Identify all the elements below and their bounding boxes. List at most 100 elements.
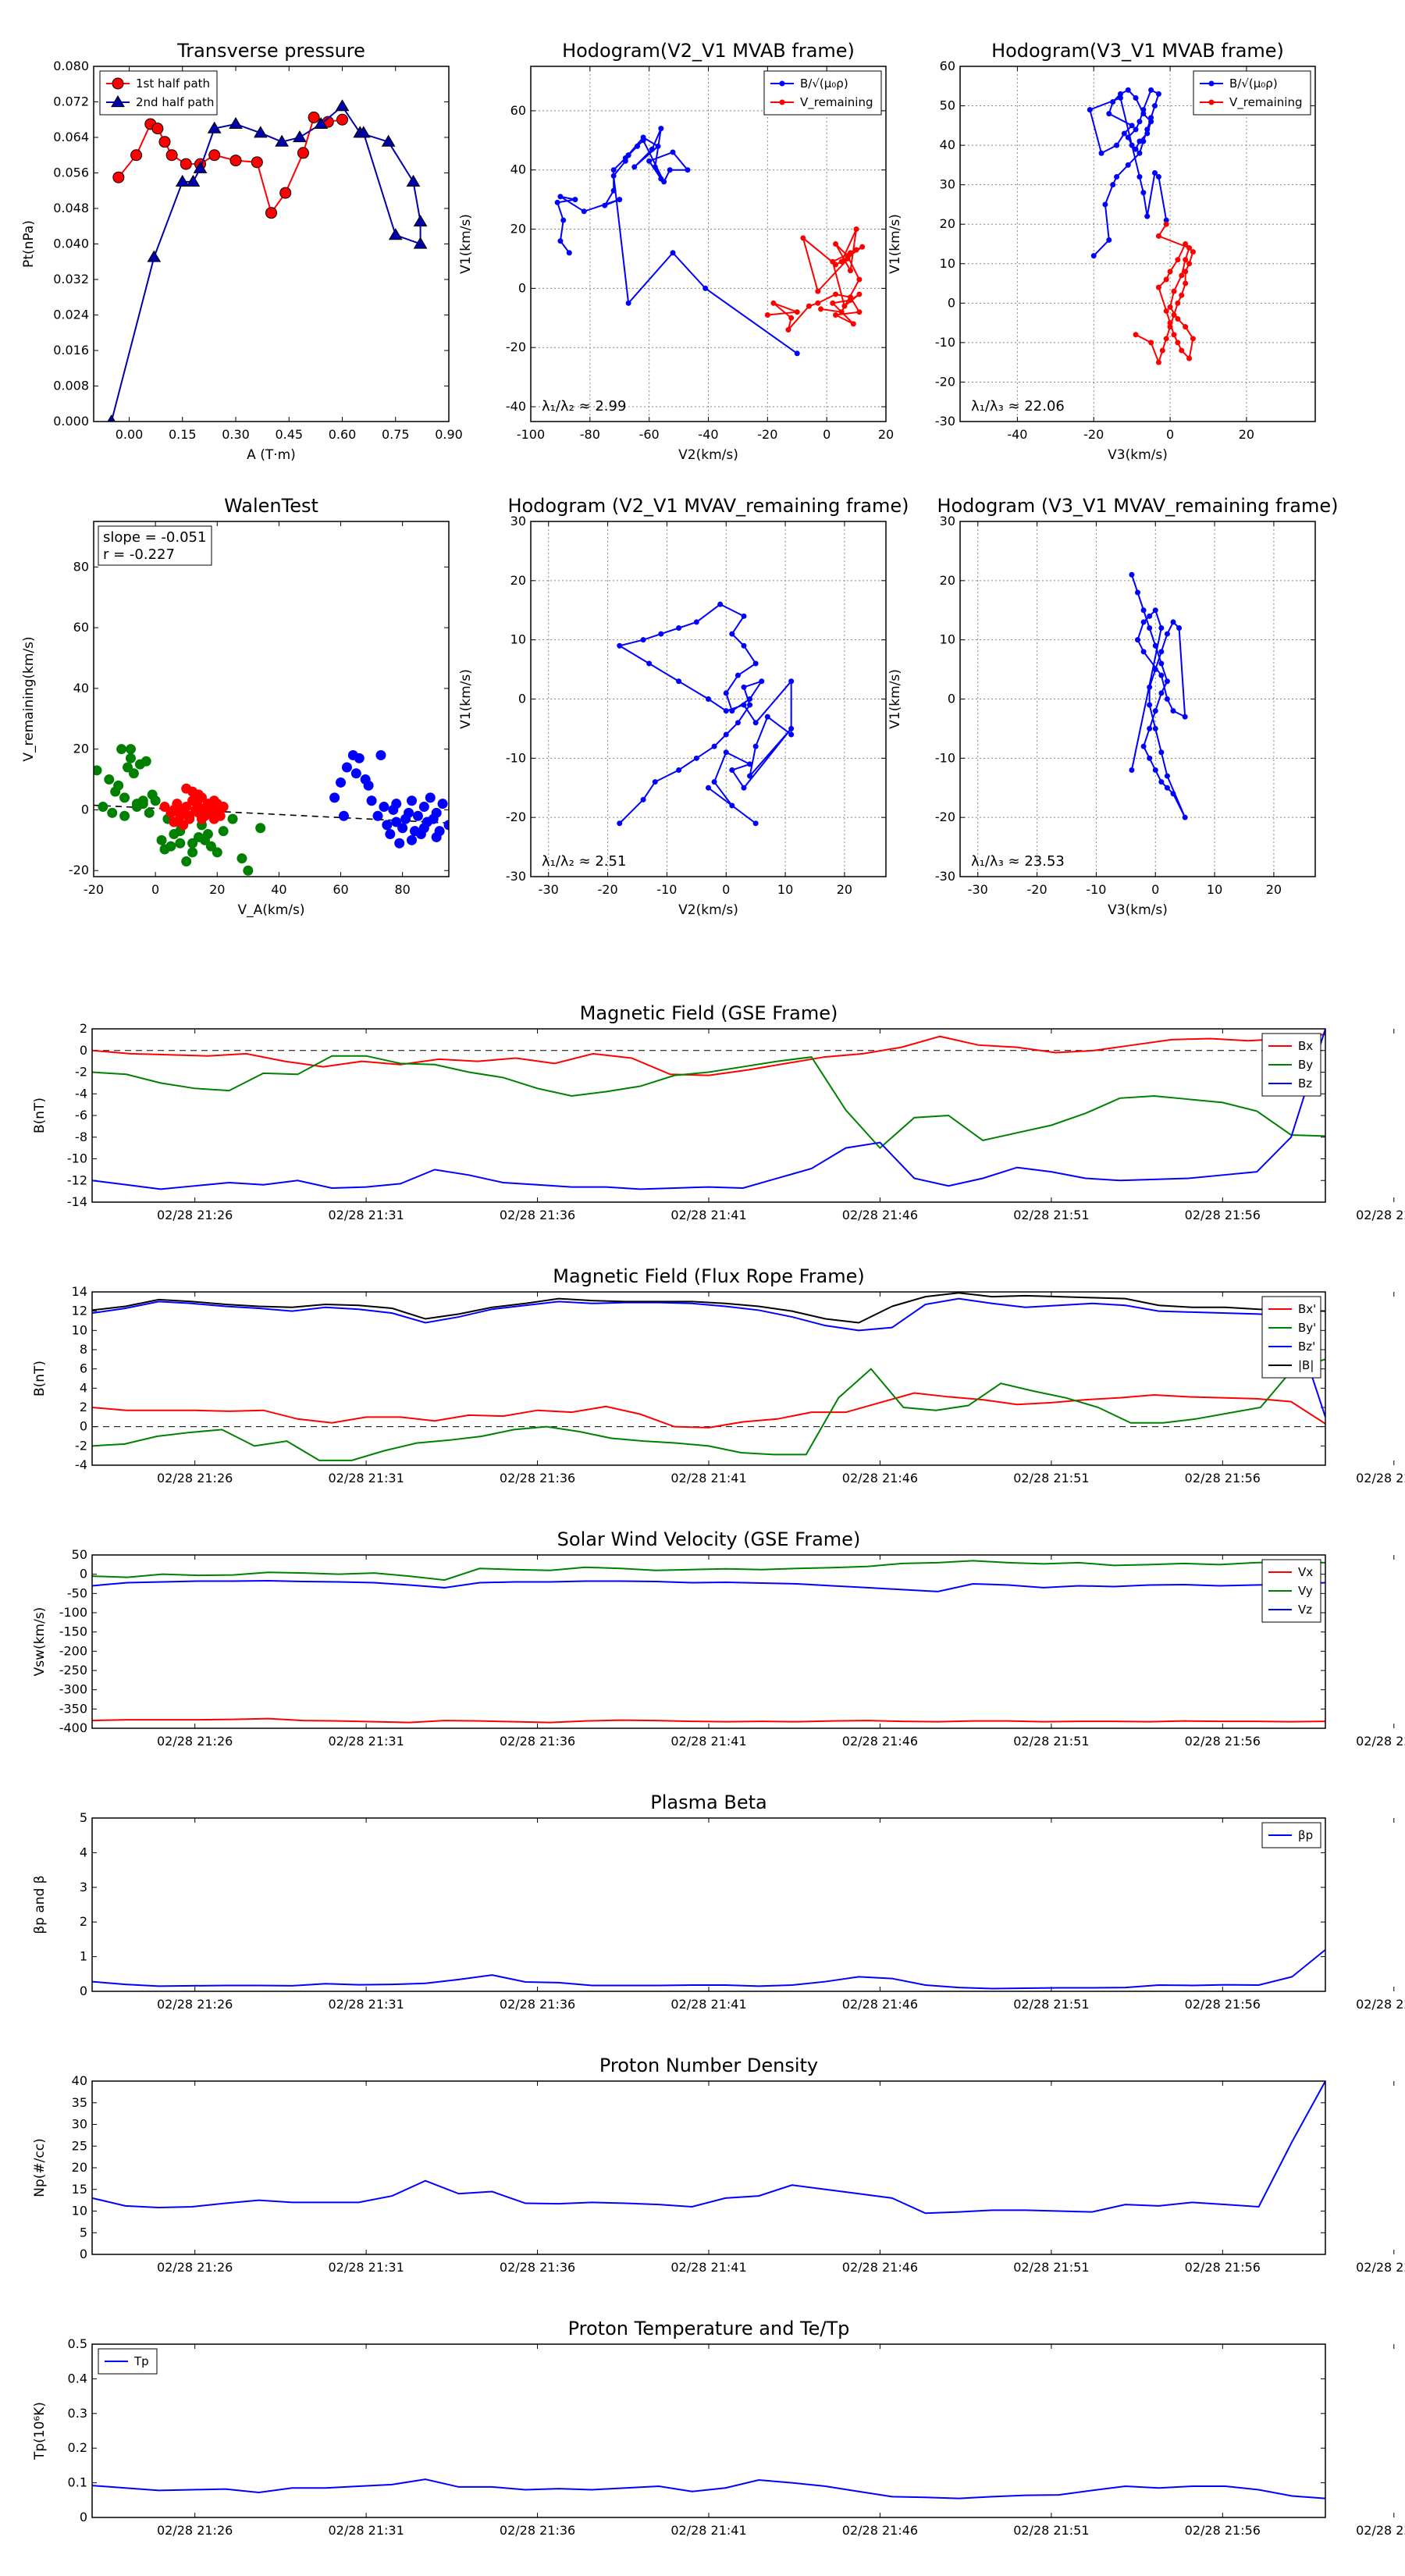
data-point xyxy=(729,802,735,809)
x-tick-label: -100 xyxy=(517,427,545,442)
y-tick-label: -20 xyxy=(935,374,955,389)
series-2ndhalfpath xyxy=(107,99,428,422)
data-point xyxy=(800,235,806,241)
data-point xyxy=(1190,336,1196,342)
plot-area xyxy=(92,1292,1325,1461)
y-tick-label: 0.072 xyxy=(53,94,89,109)
data-point xyxy=(693,755,699,761)
x-tick-label: 02/28 22:01 xyxy=(1356,1734,1405,1749)
data-point xyxy=(1098,150,1104,156)
data-point xyxy=(1106,111,1112,117)
y-tick-label: 50 xyxy=(940,98,955,113)
x-tick-label: 20 xyxy=(209,882,225,897)
legend-label: By' xyxy=(1298,1321,1316,1335)
y-axis-label: V1(km/s) xyxy=(887,669,903,729)
data-point xyxy=(1155,233,1161,239)
y-tick-label: 1 xyxy=(80,1949,87,1964)
y-tick-label: 2 xyxy=(80,1021,87,1036)
y-tick-label: -400 xyxy=(59,1720,87,1735)
y-tick-label: 0 xyxy=(948,295,955,310)
x-tick-label: 0.00 xyxy=(116,427,144,442)
series-line xyxy=(92,1560,1325,1582)
data-point xyxy=(788,725,795,731)
legend-box xyxy=(1193,70,1311,116)
data-point xyxy=(1152,725,1158,731)
data-point xyxy=(1144,213,1151,219)
series-line xyxy=(92,1717,1325,1724)
data-point xyxy=(1102,201,1108,208)
legend-marker xyxy=(112,77,124,90)
data-point xyxy=(747,696,753,702)
data-point xyxy=(413,215,428,227)
annotation: λ₁/λ₃ ≈ 23.53 xyxy=(971,853,1065,870)
data-point xyxy=(1144,130,1151,137)
legend-label: Bx' xyxy=(1298,1302,1316,1316)
annotation: λ₁/λ₂ ≈ 2.99 xyxy=(542,398,626,415)
data-point xyxy=(729,631,735,637)
y-tick-label: 35 xyxy=(72,2095,87,2110)
series-line xyxy=(1089,88,1168,257)
data-point xyxy=(646,660,653,667)
series-1sthalfpath xyxy=(112,111,348,219)
series-line xyxy=(92,1292,1325,1324)
y-tick-label: 0.032 xyxy=(53,272,89,286)
data-point xyxy=(617,642,623,649)
data-point xyxy=(1152,708,1158,714)
data-point xyxy=(1114,174,1120,180)
data-point xyxy=(119,792,130,803)
legend: Tp xyxy=(98,2348,158,2375)
data-point xyxy=(640,137,646,144)
data-point xyxy=(631,164,638,170)
data-point xyxy=(151,123,164,135)
x-tick-label: 02/28 21:31 xyxy=(328,1208,404,1222)
x-tick-label: 0.60 xyxy=(329,427,357,442)
hodogram-v2-v1-mvab-chart: Hodogram(V2_V1 MVAB frame)-40-200204060-… xyxy=(458,40,894,463)
y-tick-label: -4 xyxy=(75,1457,87,1472)
data-point xyxy=(1136,150,1143,156)
x-tick-label: 02/28 21:46 xyxy=(842,1208,918,1222)
legend-label: 2nd half path xyxy=(136,95,214,109)
data-point xyxy=(610,167,617,173)
axis-ticks: -30 -20 -10 0 10 20 30 -30 -20 -10 0 10 20 xyxy=(935,514,1315,897)
data-point xyxy=(752,660,759,667)
data-point xyxy=(1125,134,1131,141)
plot-area xyxy=(1087,87,1196,365)
x-tick-label: 02/28 21:31 xyxy=(328,2260,404,2275)
data-point xyxy=(1155,284,1161,290)
y-tick-label: 0 xyxy=(81,802,89,817)
y-tick-label: 30 xyxy=(510,514,526,528)
x-tick-label: 02/28 21:46 xyxy=(842,1997,918,2012)
y-tick-label: 0.1 xyxy=(68,2475,87,2490)
data-point xyxy=(1136,119,1143,125)
plot-area xyxy=(92,1948,1325,1990)
annotation: λ₁/λ₃ ≈ 22.06 xyxy=(971,398,1065,415)
data-point xyxy=(625,300,631,306)
data-point xyxy=(830,300,836,306)
x-tick-label: -30 xyxy=(968,882,988,897)
data-point xyxy=(385,829,396,840)
data-point xyxy=(1147,684,1153,690)
chart-title: WalenTest xyxy=(224,495,318,517)
legend-marker xyxy=(779,80,785,87)
data-point xyxy=(1140,107,1147,113)
data-point xyxy=(293,130,307,143)
data-point xyxy=(156,834,167,845)
y-tick-label: 2 xyxy=(80,1400,87,1414)
series-line xyxy=(92,1033,1325,1076)
y-tick-label: 4 xyxy=(80,1380,87,1395)
x-tick-label: 20 xyxy=(837,882,852,897)
data-point xyxy=(856,291,863,297)
data-point xyxy=(1176,625,1183,631)
data-point xyxy=(856,309,863,315)
y-tick-label: 2 xyxy=(80,1914,87,1929)
data-point xyxy=(431,831,442,842)
data-point xyxy=(1182,713,1188,720)
data-point xyxy=(1147,625,1153,631)
x-tick-label: -30 xyxy=(539,882,559,897)
data-point xyxy=(610,173,617,179)
x-tick-label: 02/28 21:46 xyxy=(842,2260,918,2275)
data-point xyxy=(1163,336,1169,342)
series-p xyxy=(92,1948,1325,1990)
series-line xyxy=(617,603,792,824)
data-point xyxy=(566,250,572,256)
